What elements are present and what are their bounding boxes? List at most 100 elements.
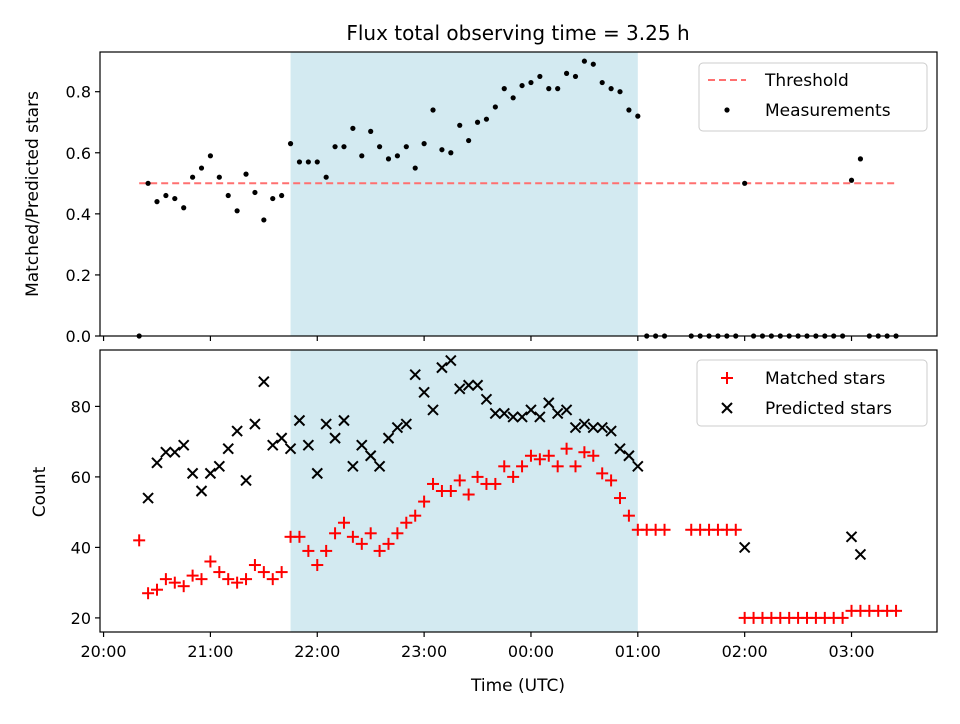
measurement-point <box>474 119 481 125</box>
ratio-y-tick-label: 0.6 <box>66 144 91 163</box>
legend-predicted-label: Predicted stars <box>765 399 892 419</box>
measurement-point <box>332 144 338 150</box>
matched-point <box>142 587 155 600</box>
count-y-tick-label: 80 <box>71 397 91 416</box>
ratio-y-axis-label: Matched/Predicted stars <box>23 91 43 297</box>
measurement-point <box>546 86 552 92</box>
matched-point <box>222 573 235 586</box>
count-x-axis-label: Time (UTC) <box>470 676 565 696</box>
matched-point <box>462 488 475 501</box>
measurement-point <box>216 174 222 180</box>
predicted-point <box>623 450 635 462</box>
matched-point <box>186 569 199 582</box>
measurement-point <box>350 125 356 131</box>
measurement-point <box>154 199 160 205</box>
matched-point <box>409 509 422 522</box>
matched-point <box>293 530 306 543</box>
count-observing-interval-shade <box>290 350 638 632</box>
predicted-point <box>204 467 217 480</box>
predicted-point <box>498 407 510 420</box>
matched-point <box>890 604 903 617</box>
matched-point <box>204 555 217 568</box>
matched-point <box>275 566 288 579</box>
legend-matched-swatch <box>721 372 733 384</box>
predicted-point <box>160 446 172 458</box>
count-x-ticks: 20:00 21:00 22:00 23:00 00:00 01:00 02:00 03:00 <box>81 632 875 661</box>
predicted-point <box>267 439 279 451</box>
matched-point <box>195 573 208 586</box>
matched-point <box>471 470 484 483</box>
matched-point <box>302 544 315 557</box>
predicted-point <box>151 457 163 469</box>
matched-point <box>622 509 635 522</box>
measurement-point <box>581 58 587 64</box>
matched-point <box>382 537 395 550</box>
measurement-point <box>305 159 311 165</box>
predicted-point <box>142 492 154 504</box>
predicted-point <box>356 439 368 451</box>
predicted-point <box>275 432 288 444</box>
measurement-point <box>510 95 516 101</box>
count-x-tick-label: 03:00 <box>828 642 874 661</box>
measurement-point <box>608 86 614 92</box>
legend-measurements-swatch <box>724 107 730 113</box>
matched-point <box>614 492 627 505</box>
measurement-point <box>368 128 374 134</box>
predicted-point <box>195 485 208 497</box>
predicted-point <box>391 421 404 434</box>
matched-point <box>533 453 546 466</box>
matched-point <box>373 544 386 557</box>
measurement-point <box>599 79 605 86</box>
count-y-tick-label: 40 <box>71 538 91 557</box>
matched-point <box>658 523 671 536</box>
measurement-point <box>528 79 534 86</box>
measurement-point <box>198 165 205 171</box>
matched-point <box>489 477 502 490</box>
predicted-point <box>213 460 226 473</box>
predicted-point <box>569 421 582 434</box>
predicted-point <box>551 407 564 420</box>
ratio-x-ticks <box>102 336 853 341</box>
ratio-y-tick-label: 0.4 <box>66 205 91 224</box>
predicted-point <box>400 418 413 430</box>
legend-threshold-label: Threshold <box>764 71 849 91</box>
predicted-point <box>614 442 626 455</box>
matched-point <box>453 474 466 487</box>
measurement-point <box>563 70 570 76</box>
count-marks <box>133 354 903 624</box>
matched-point <box>498 460 511 473</box>
predicted-point <box>364 450 377 462</box>
measurement-point <box>181 205 187 211</box>
predicted-point <box>222 442 234 455</box>
measurement-point <box>279 192 285 199</box>
measurement-point <box>385 156 392 162</box>
matched-point <box>391 527 404 540</box>
ratio-marks <box>136 58 899 339</box>
matched-point <box>444 485 457 497</box>
measurement-point <box>323 174 329 180</box>
measurement-point <box>430 107 436 113</box>
predicted-point <box>489 407 502 420</box>
matched-point <box>213 566 226 579</box>
predicted-point <box>471 379 484 391</box>
predicted-point <box>177 439 190 451</box>
measurement-point <box>857 156 864 162</box>
predicted-point <box>854 548 867 561</box>
matched-point <box>729 523 742 536</box>
predicted-point <box>543 397 555 409</box>
predicted-point <box>373 460 386 473</box>
measurement-point <box>439 147 445 153</box>
matched-point <box>578 446 591 459</box>
predicted-point <box>231 425 243 437</box>
matched-point <box>569 460 582 473</box>
measurement-point <box>519 82 525 89</box>
predicted-point <box>329 432 341 444</box>
count-y-tick-label: 20 <box>71 609 91 628</box>
ratio-y-ticks: 0.0 0.2 0.4 0.6 0.8 <box>66 83 100 346</box>
matched-point <box>560 442 573 455</box>
measurement-point <box>234 208 240 214</box>
matched-point <box>240 573 253 586</box>
matched-point <box>320 544 333 557</box>
predicted-point <box>525 404 537 416</box>
count-y-ticks: 20 40 60 80 <box>71 397 100 628</box>
